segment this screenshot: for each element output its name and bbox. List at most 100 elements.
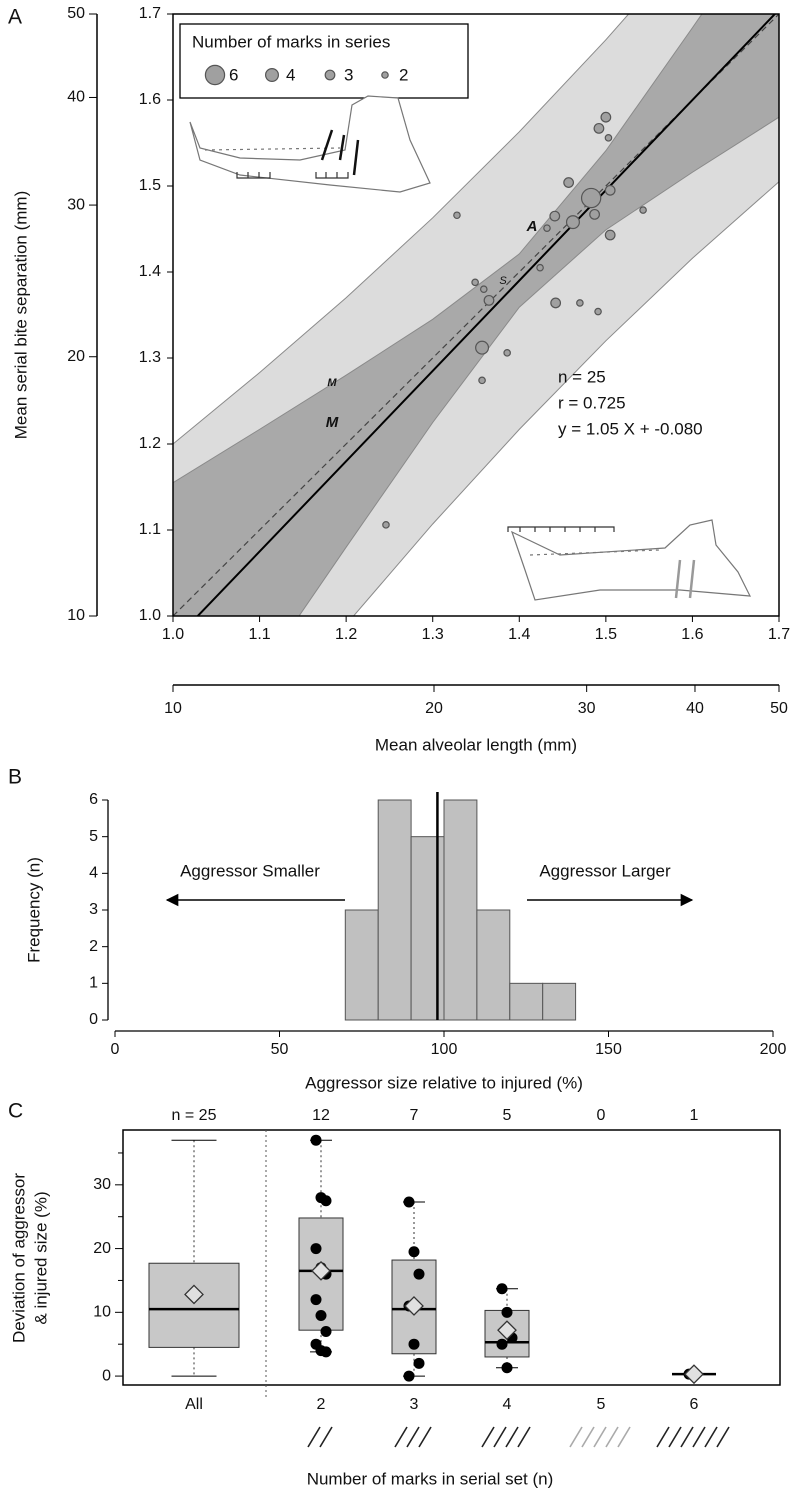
point [413, 1268, 425, 1280]
mean-marker [404, 1296, 424, 1316]
point-annotation: S [499, 275, 507, 287]
point [501, 1306, 513, 1318]
x-tick-label: 200 [760, 1041, 787, 1058]
point [503, 349, 511, 357]
x-tick-label: 2 [317, 1396, 326, 1413]
point [403, 1196, 415, 1208]
y-tick-label: 0 [89, 1011, 98, 1028]
y2-tick-label: 10 [67, 607, 85, 624]
point-annotation: M [326, 414, 339, 431]
point [496, 1338, 508, 1350]
x2-tick-label: 40 [686, 700, 704, 717]
mean-marker [311, 1260, 331, 1281]
mark-glyph [394, 1426, 408, 1448]
point [413, 1357, 425, 1369]
x2-tick-label: 50 [770, 700, 788, 717]
point-annotation: A [526, 218, 538, 235]
y-tick-label: 4 [89, 865, 98, 882]
y-axis-title: Mean serial bite separation (mm) [11, 191, 30, 439]
x2-tick-label: 20 [425, 700, 443, 717]
legend-label: 3 [344, 65, 353, 84]
stat-label: n = 25 [558, 367, 606, 386]
x-tick-label: 1.0 [162, 626, 184, 643]
legend-marker [265, 67, 280, 82]
y-tick-label: 1.2 [139, 435, 161, 452]
y-axis-title: & injured size (%) [31, 1191, 50, 1324]
point [576, 299, 584, 307]
point [496, 1283, 508, 1295]
legend-marker [204, 64, 226, 86]
plot-frame [172, 13, 780, 617]
mark-glyph [704, 1426, 718, 1448]
point [320, 1346, 332, 1358]
x-tick-label: 1.4 [508, 626, 530, 643]
point [320, 1195, 332, 1207]
point [563, 177, 575, 188]
legend-label: 2 [399, 65, 408, 84]
mark-glyph [481, 1426, 495, 1448]
point [604, 229, 616, 241]
y-tick-label: 1.7 [139, 5, 161, 22]
mark-glyph [319, 1426, 333, 1448]
plot-frame [122, 1129, 781, 1386]
point [589, 208, 601, 220]
x-tick-label: 1.6 [681, 626, 703, 643]
bar [476, 909, 511, 1021]
mark-glyph [593, 1426, 607, 1448]
bar [509, 982, 544, 1021]
point [453, 211, 461, 220]
point [580, 187, 602, 209]
point [310, 1243, 322, 1255]
box [148, 1262, 240, 1348]
y-tick-label: 1.5 [139, 177, 161, 194]
mark-glyph [517, 1426, 531, 1448]
mean-marker [184, 1284, 204, 1305]
mark-glyph [493, 1426, 507, 1448]
y2-tick-label: 30 [67, 196, 85, 213]
x-tick-label: 1.7 [768, 626, 790, 643]
y-tick-label: 1.3 [139, 349, 161, 366]
point [604, 134, 613, 142]
x2-tick-label: 10 [164, 700, 182, 717]
plot-area [173, 14, 779, 616]
x-tick-label: 1.2 [335, 626, 357, 643]
x-tick-label: 100 [431, 1041, 458, 1058]
mark-glyph [680, 1426, 694, 1448]
x-tick-label: 150 [595, 1041, 622, 1058]
x-axis-title: Number of marks in serial set (n) [307, 1469, 554, 1488]
mean-marker [684, 1364, 704, 1385]
y2-tick-label: 40 [67, 89, 85, 106]
point [315, 1310, 327, 1322]
mark-glyph [505, 1426, 519, 1448]
mark-glyph [307, 1426, 321, 1448]
point [639, 206, 647, 214]
y-tick-label: 1.4 [139, 263, 161, 280]
mark-glyph [692, 1426, 706, 1448]
fit-line [196, 14, 777, 616]
jaw-illustration [189, 95, 752, 601]
n-label: 0 [597, 1107, 606, 1124]
mark-glyph [668, 1426, 682, 1448]
point [471, 278, 479, 287]
x-tick-label: 6 [690, 1396, 699, 1413]
panel-label: A [8, 6, 22, 29]
x-tick-label: All [185, 1396, 203, 1413]
stat-label: y = 1.05 X + -0.080 [558, 419, 703, 438]
point [478, 376, 486, 385]
n-label: 12 [312, 1107, 330, 1124]
y-tick-label: 1 [89, 975, 98, 992]
point [310, 1134, 322, 1146]
x-tick-label: 1.1 [248, 626, 270, 643]
annotation: Aggressor Larger [539, 861, 671, 880]
y-tick-label: 6 [89, 791, 98, 808]
y-tick-label: 5 [89, 828, 98, 845]
point [593, 122, 605, 134]
point [536, 263, 544, 272]
y-tick-label: 30 [93, 1176, 111, 1193]
mark-glyph [605, 1426, 619, 1448]
n-label: n = 25 [172, 1107, 217, 1124]
y-tick-label: 1.0 [139, 607, 161, 624]
point [408, 1246, 420, 1258]
mark-glyph [569, 1426, 583, 1448]
point [549, 210, 561, 222]
